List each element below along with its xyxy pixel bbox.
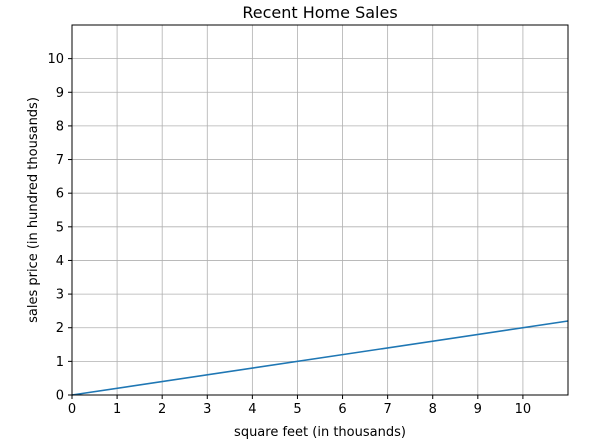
x-tick-label: 6 <box>338 402 346 417</box>
y-tick-label: 8 <box>56 119 64 134</box>
x-tick-label: 3 <box>203 402 211 417</box>
y-tick-label: 4 <box>56 254 64 269</box>
chart-title: Recent Home Sales <box>242 3 397 22</box>
x-tick-label: 5 <box>293 402 301 417</box>
x-axis-title: square feet (in thousands) <box>234 425 406 440</box>
x-tick-label: 1 <box>113 402 121 417</box>
grid <box>71 25 568 396</box>
series-line <box>71 320 569 396</box>
y-tick-label: 3 <box>56 288 64 303</box>
x-tick-label: 9 <box>474 402 482 417</box>
y-tick-label: 6 <box>56 187 64 202</box>
y-tick-label: 10 <box>47 52 64 67</box>
x-tick-label: 7 <box>383 402 391 417</box>
y-axis-title: sales price (in hundred thousands) <box>26 97 41 323</box>
x-tick-label: 8 <box>429 402 437 417</box>
x-tick-label: 0 <box>68 402 76 417</box>
y-tick-label: 5 <box>56 220 64 235</box>
plot-frame <box>71 24 569 396</box>
y-tick-label: 0 <box>56 389 64 404</box>
x-tick-label: 2 <box>158 402 166 417</box>
y-tick-label: 2 <box>56 321 64 336</box>
series-layer <box>71 320 569 396</box>
x-tick-label: 10 <box>515 402 532 417</box>
y-tick-label: 7 <box>56 153 64 168</box>
y-tick-label: 9 <box>56 86 64 101</box>
x-tick-label: 4 <box>248 402 256 417</box>
ticks: 0 1 2 3 4 5 6 7 8 9 10 0 1 2 3 4 5 6 7 8 9 10 <box>47 52 531 417</box>
y-tick-label: 1 <box>56 355 64 370</box>
